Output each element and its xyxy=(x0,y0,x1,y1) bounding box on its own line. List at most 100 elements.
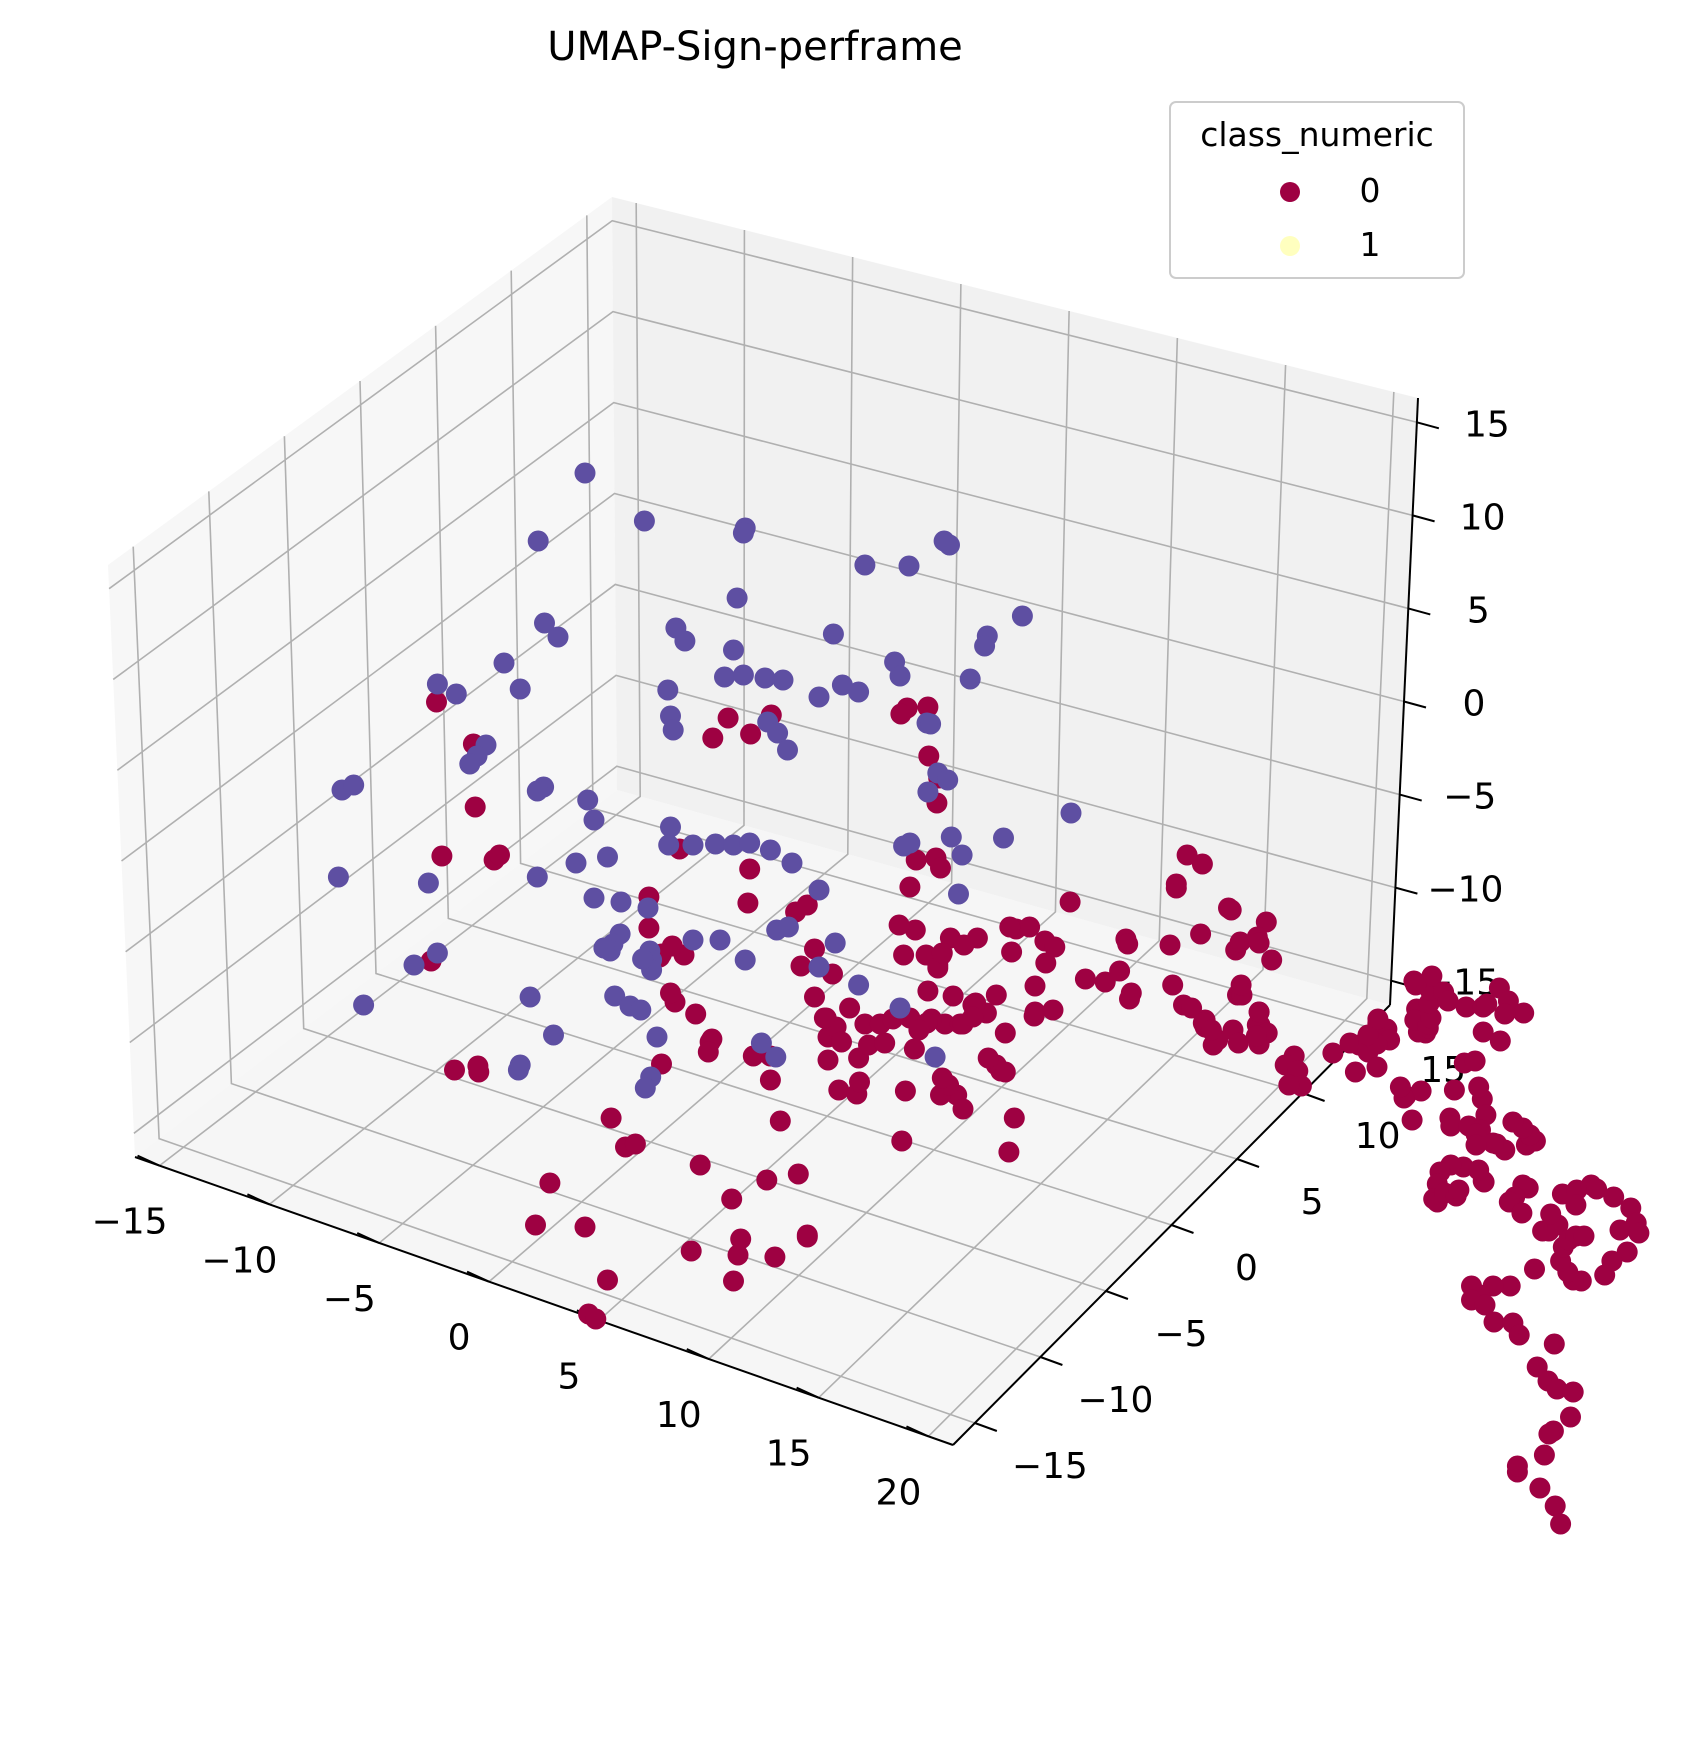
data-point-class-1 xyxy=(604,985,626,1007)
data-point-class-0 xyxy=(489,844,510,866)
data-point-class-0 xyxy=(1389,1076,1411,1098)
y-tick xyxy=(1236,1158,1260,1168)
data-point-class-0 xyxy=(721,1188,743,1210)
data-point-class-0 xyxy=(1565,1194,1587,1216)
data-point-class-0 xyxy=(756,1169,778,1191)
data-point-class-0 xyxy=(828,1079,850,1101)
data-point-class-0 xyxy=(1162,974,1184,996)
data-point-class-0 xyxy=(1181,997,1203,1019)
data-point-class-0 xyxy=(759,1069,781,1091)
data-point-class-1 xyxy=(593,937,615,959)
data-point-class-1 xyxy=(959,668,981,690)
data-point-class-0 xyxy=(1191,853,1213,875)
data-point-class-0 xyxy=(467,1055,489,1077)
data-point-class-1 xyxy=(1060,802,1082,824)
chart-title: UMAP-Sign-perframe xyxy=(547,24,963,70)
data-point-class-0 xyxy=(942,985,964,1007)
data-point-class-0 xyxy=(1001,941,1023,963)
data-point-class-0 xyxy=(1019,916,1041,938)
y-tick-label: 0 xyxy=(1235,1248,1258,1289)
data-point-class-1 xyxy=(509,1054,531,1076)
data-point-class-0 xyxy=(1437,990,1459,1012)
x-tick xyxy=(246,1193,270,1206)
data-point-class-1 xyxy=(657,679,679,701)
x-gridline xyxy=(378,257,854,1244)
data-point-class-1 xyxy=(660,816,681,838)
gridlines xyxy=(108,203,1418,1437)
x-tick-label: 5 xyxy=(557,1356,580,1397)
z-gridline xyxy=(112,310,1413,681)
data-point-class-1 xyxy=(526,866,548,888)
data-point-class-0 xyxy=(1117,933,1139,955)
data-point-class-0 xyxy=(464,796,486,818)
z-tick xyxy=(1412,514,1435,523)
x-gridline xyxy=(268,230,746,1205)
data-point-class-0 xyxy=(891,1130,913,1152)
data-point-class-0 xyxy=(1190,923,1212,945)
data-point-class-1 xyxy=(759,839,781,861)
y-tick-label: 10 xyxy=(1355,1116,1401,1157)
data-point-class-1 xyxy=(848,974,870,996)
data-point-class-0 xyxy=(539,1172,561,1194)
data-point-class-1 xyxy=(951,844,973,866)
data-point-class-0 xyxy=(1344,1061,1366,1083)
data-point-class-0 xyxy=(874,1032,896,1054)
data-point-class-0 xyxy=(1455,996,1477,1018)
z-tick-label: 0 xyxy=(1463,684,1486,725)
data-point-class-0 xyxy=(1511,1202,1533,1224)
data-point-class-0 xyxy=(1508,1324,1530,1346)
data-point-class-1 xyxy=(767,722,789,744)
data-point-class-1 xyxy=(682,834,704,856)
data-point-class-0 xyxy=(431,845,453,867)
data-point-class-0 xyxy=(977,1047,999,1069)
data-point-class-0 xyxy=(952,1098,974,1120)
data-point-class-1 xyxy=(854,554,876,576)
y-tick xyxy=(1171,1224,1194,1234)
y-tick-label: −5 xyxy=(1154,1314,1207,1355)
data-point-class-0 xyxy=(600,1107,622,1129)
data-point-class-0 xyxy=(1474,1294,1496,1316)
data-point-class-0 xyxy=(930,857,951,879)
data-point-class-1 xyxy=(924,1046,946,1068)
data-point-class-0 xyxy=(1405,974,1427,996)
x-tick-label: −10 xyxy=(201,1240,277,1281)
data-point-class-0 xyxy=(769,1110,791,1132)
data-point-class-0 xyxy=(1628,1222,1650,1244)
data-point-class-1 xyxy=(543,1024,564,1046)
data-point-class-0 xyxy=(796,894,818,916)
data-point-class-0 xyxy=(790,955,812,977)
data-point-class-1 xyxy=(937,769,959,791)
data-point-class-0 xyxy=(1482,1132,1504,1154)
data-point-class-0 xyxy=(787,1163,809,1185)
data-point-class-1 xyxy=(426,942,448,964)
data-point-class-1 xyxy=(723,639,744,661)
data-point-class-0 xyxy=(1506,1455,1528,1477)
data-point-class-0 xyxy=(804,938,825,960)
data-point-class-1 xyxy=(772,669,794,691)
data-point-class-0 xyxy=(905,849,927,871)
data-point-class-0 xyxy=(1538,1423,1560,1445)
x-gridline xyxy=(159,203,641,1167)
data-point-class-0 xyxy=(813,1007,835,1029)
data-point-class-0 xyxy=(739,858,761,880)
data-point-class-1 xyxy=(633,510,655,532)
data-point-class-0 xyxy=(624,1133,646,1155)
y-tick-label: −15 xyxy=(1012,1446,1088,1487)
data-point-class-0 xyxy=(903,1038,925,1060)
data-point-class-0 xyxy=(764,1246,786,1268)
data-point-class-1 xyxy=(898,555,920,577)
data-point-class-0 xyxy=(717,707,739,729)
data-point-class-1 xyxy=(993,827,1014,849)
data-point-class-0 xyxy=(998,1141,1020,1163)
data-point-class-1 xyxy=(734,949,756,971)
data-point-class-1 xyxy=(808,956,830,978)
data-point-class-1 xyxy=(889,997,911,1019)
data-point-class-0 xyxy=(1035,952,1057,974)
data-point-class-1 xyxy=(1011,605,1033,627)
data-point-class-0 xyxy=(660,982,681,1004)
x-gridline xyxy=(927,391,1395,1437)
z-tick xyxy=(1403,700,1427,709)
data-point-class-0 xyxy=(1489,1030,1511,1052)
data-point-class-1 xyxy=(445,683,467,705)
